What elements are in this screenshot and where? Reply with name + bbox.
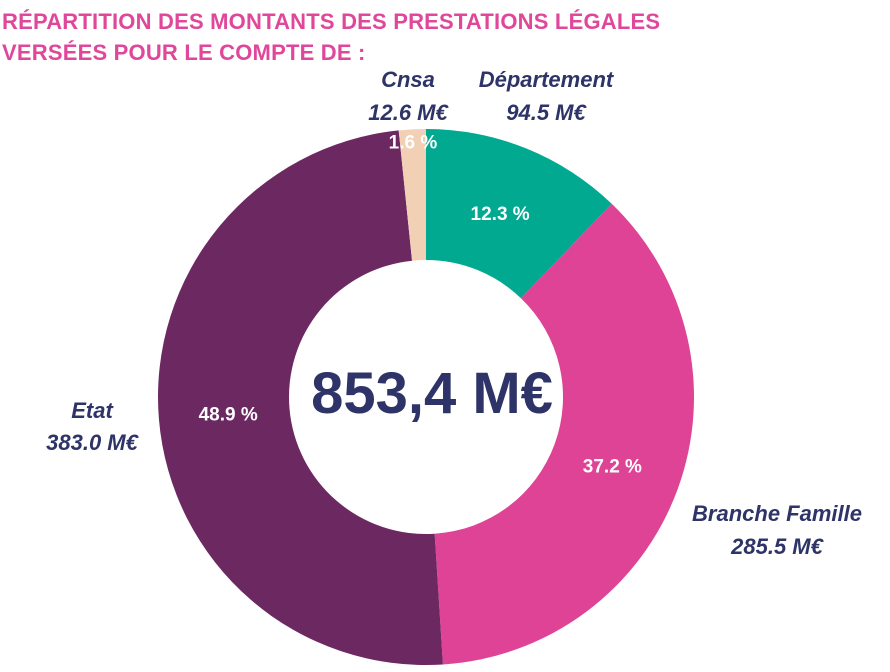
ext-label-cnsa-name: Cnsa: [381, 67, 435, 92]
percent-labels: 12.3 % 37.2 % 48.9 % 1.6 %: [199, 132, 642, 477]
ext-label-departement-name: Département: [479, 67, 615, 92]
percent-label-d-partement: 12.3 %: [471, 204, 530, 225]
percent-label-branche-famille: 37.2 %: [583, 456, 642, 477]
donut-slices: [158, 129, 694, 666]
ext-label-departement-amount: 94.5 M€: [506, 100, 587, 125]
slice-etat: [158, 130, 443, 666]
center-total: 853,4 M€: [311, 361, 553, 426]
percent-label-cnsa: 1.6 %: [389, 132, 438, 153]
chart-title-line-2: VERSÉES POUR LE COMPTE DE :: [2, 40, 366, 65]
ext-label-branche-famille-amount: 285.5 M€: [730, 534, 824, 559]
ext-label-etat-amount: 383.0 M€: [46, 430, 139, 455]
ext-label-branche-famille-name: Branche Famille: [692, 501, 862, 526]
slice-cnsa: [398, 129, 426, 261]
ext-label-cnsa: Cnsa 12.6 M€: [368, 67, 449, 125]
percent-label-etat: 48.9 %: [199, 404, 258, 425]
ext-label-cnsa-amount: 12.6 M€: [368, 100, 449, 125]
ext-label-branche-famille: Branche Famille 285.5 M€: [692, 501, 862, 559]
chart-title-line-1: RÉPARTITION DES MONTANTS DES PRESTATIONS…: [2, 9, 661, 34]
slice-branche-famille: [434, 203, 694, 665]
ext-label-etat-name: Etat: [71, 398, 114, 423]
ext-label-etat: Etat 383.0 M€: [46, 398, 139, 455]
slice-d-partement: [426, 129, 612, 299]
chart-title: RÉPARTITION DES MONTANTS DES PRESTATIONS…: [2, 6, 882, 68]
ext-label-departement: Département 94.5 M€: [479, 67, 615, 125]
